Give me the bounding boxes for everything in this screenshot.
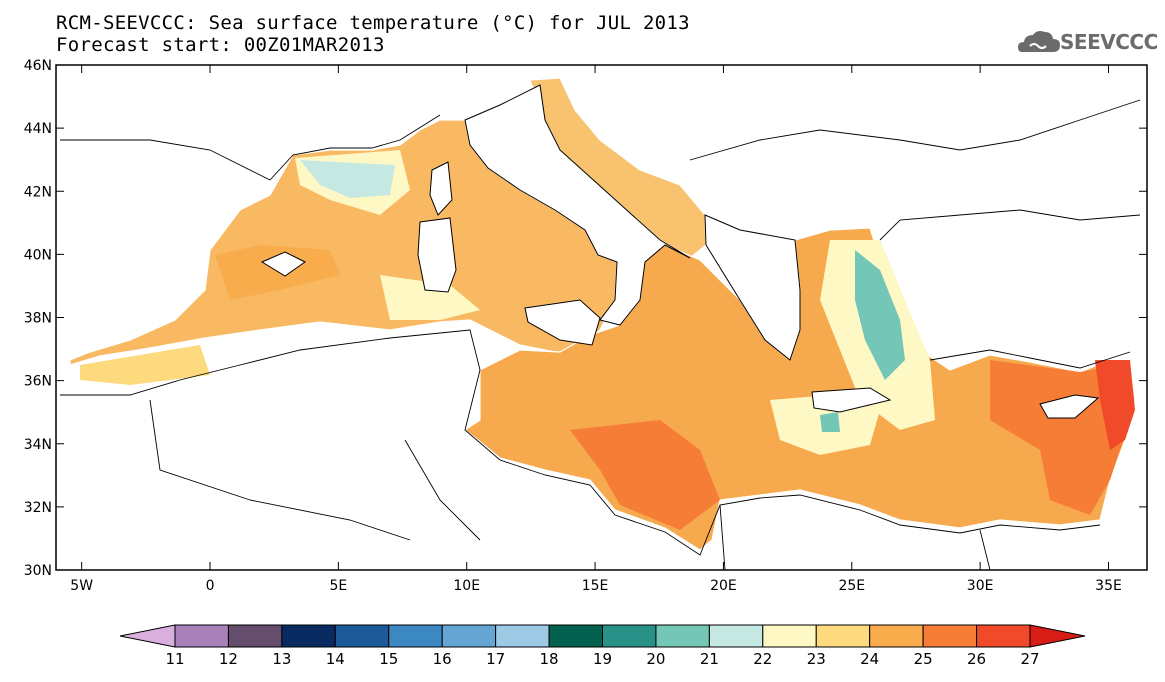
axis-ticks	[56, 64, 1147, 571]
colorbar-label: 15	[379, 650, 399, 668]
colorbar-label: 14	[325, 650, 345, 668]
north-africa-coast-border	[60, 329, 1101, 556]
levant-hot-edge	[1095, 360, 1135, 450]
colorbar-swatch	[495, 624, 550, 648]
colorbar-swatch	[922, 624, 978, 648]
colorbar	[119, 624, 1086, 648]
sardinia-island	[417, 217, 457, 293]
sardinia-channel-pale	[380, 275, 480, 320]
colorbar-swatch	[227, 624, 283, 648]
colorbar-swatch	[548, 624, 603, 648]
lon-label-35E: 35E	[1095, 578, 1122, 594]
mallorca-island	[260, 251, 306, 277]
seevccc-logo-text: SEEVCCC	[1060, 30, 1158, 54]
colorbar-max-arrow	[1029, 624, 1086, 648]
ionian-warm	[570, 420, 720, 530]
lat-label-30N: 30N	[24, 563, 52, 579]
forecast-start-label: Forecast start: 00Z01MAR2013	[56, 34, 385, 56]
sicily-island	[524, 299, 601, 346]
crete-south-cool	[820, 412, 840, 432]
colorbar-swatch	[708, 624, 764, 648]
colorbar-label: 22	[753, 650, 773, 668]
longitude-labels: 5W 0 5E 10E 15E 20E 25E 30E 35E	[70, 578, 1122, 594]
colorbar-swatch	[281, 624, 336, 648]
lat-label-44N: 44N	[24, 121, 52, 137]
colorbar-label: 19	[592, 650, 613, 668]
aegean-cool-core	[855, 250, 905, 380]
colorbar-min-arrow	[119, 624, 176, 648]
colorbar-swatch	[815, 624, 871, 648]
colorbar-label: 20	[646, 650, 666, 668]
colorbar-label: 23	[806, 650, 826, 668]
crete-island	[811, 387, 892, 413]
lon-label-10E: 10E	[453, 578, 480, 594]
lon-label-5W: 5W	[70, 578, 93, 594]
colorbar-label: 21	[699, 650, 719, 668]
colorbar-swatch	[655, 624, 710, 648]
colorbar-label: 12	[218, 650, 238, 668]
lat-label-46N: 46N	[24, 58, 52, 74]
interior-border-2	[404, 439, 481, 541]
colorbar-label: 18	[539, 650, 559, 668]
europe-coast-border	[60, 114, 441, 181]
turkey-south-coast	[929, 349, 1131, 369]
italy-peninsula	[464, 84, 691, 326]
sea-surface-temperature-field	[69, 77, 1136, 551]
lon-label-5E: 5E	[329, 578, 347, 594]
lat-label-32N: 32N	[24, 500, 52, 516]
lat-label-42N: 42N	[24, 184, 52, 200]
interior-border-4	[979, 529, 991, 571]
alboran-pale	[80, 345, 210, 385]
colorbar-label: 27	[1020, 650, 1040, 668]
lon-label-15E: 15E	[582, 578, 609, 594]
lat-label-40N: 40N	[24, 247, 52, 263]
corsica-island	[429, 161, 453, 216]
colorbar-swatch	[602, 624, 657, 648]
colorbar-swatch	[869, 624, 924, 648]
map-title: RCM-SEEVCCC: Sea surface temperature (°C…	[56, 12, 690, 34]
lon-label-30E: 30E	[967, 578, 994, 594]
lon-label-0: 0	[206, 578, 215, 594]
colorbar-swatch	[334, 624, 390, 648]
greece-peninsula	[704, 214, 801, 361]
interior-border-1	[149, 399, 411, 541]
colorbar-label: 16	[432, 650, 452, 668]
colorbar-swatch	[441, 624, 497, 648]
cyprus-island	[1039, 394, 1100, 419]
colorbar-swatch	[388, 624, 443, 648]
colorbar-label: 25	[913, 650, 933, 668]
colorbar-swatch	[762, 624, 817, 648]
ligurian-cool-core	[300, 160, 395, 198]
balkan-border	[689, 99, 1141, 161]
colorbar-label: 26	[967, 650, 987, 668]
colorbar-swatch	[976, 624, 1031, 648]
colorbar-label: 17	[486, 650, 506, 668]
colorbar-label: 24	[860, 650, 880, 668]
lat-label-36N: 36N	[24, 374, 52, 390]
interior-border-3	[719, 504, 726, 571]
lat-label-34N: 34N	[24, 437, 52, 453]
colorbar-swatch	[174, 624, 229, 648]
anatomy-turkey-coast	[879, 209, 1141, 241]
colorbar-label: 13	[272, 650, 292, 668]
cloud-icon	[1018, 31, 1060, 52]
lon-label-20E: 20E	[710, 578, 737, 594]
lat-label-38N: 38N	[24, 311, 52, 327]
lon-label-25E: 25E	[838, 578, 865, 594]
balearic-warm-band	[215, 245, 340, 300]
latitude-labels: 46N 44N 42N 40N 38N 36N 34N 32N 30N	[24, 58, 52, 579]
colorbar-label: 11	[165, 650, 185, 668]
